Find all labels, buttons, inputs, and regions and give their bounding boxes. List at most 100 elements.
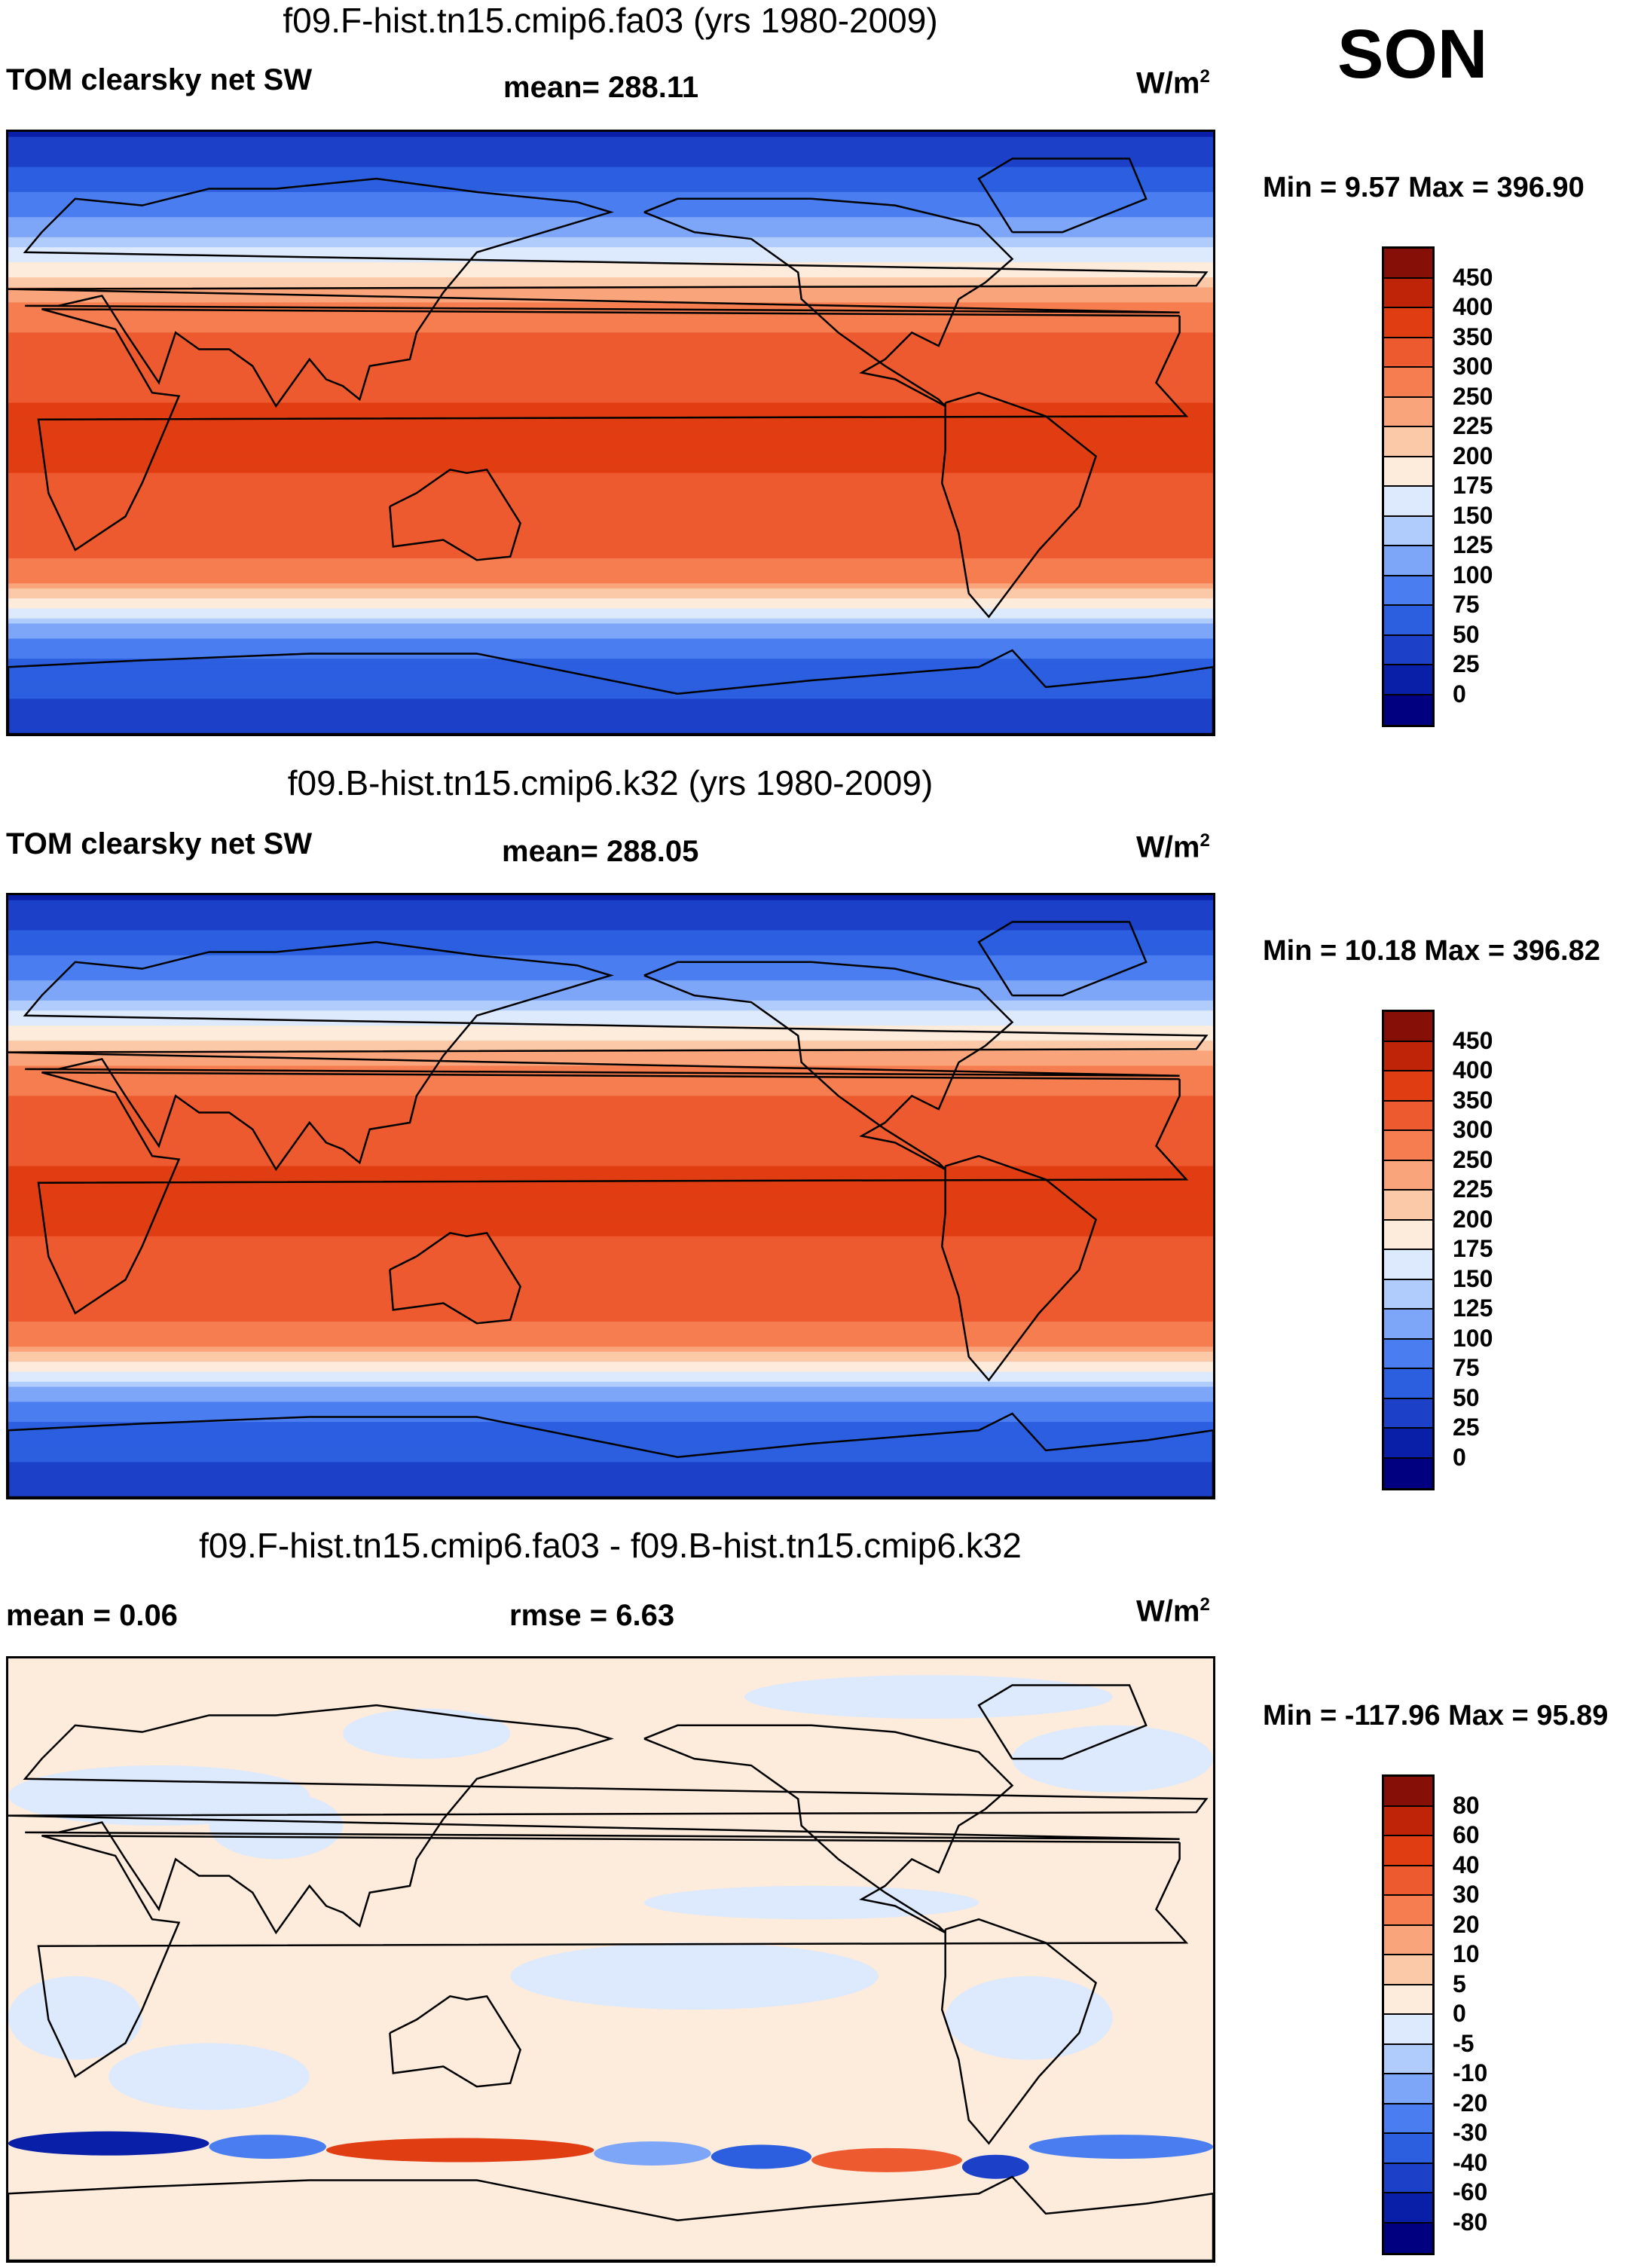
panel-2-variable: TOM clearsky net SW (6, 827, 313, 860)
field-band (8, 1206, 1213, 1212)
field-band (8, 1126, 1213, 1132)
field-band (8, 714, 1213, 720)
colorbar-tick-label: 30 (1453, 1881, 1480, 1908)
field-band (8, 708, 1213, 715)
field-band (8, 417, 1213, 424)
field-band (8, 628, 1213, 634)
field-band (8, 548, 1213, 555)
field-band (8, 518, 1213, 524)
field-band (8, 1015, 1213, 1022)
coastline (940, 1154, 1098, 1382)
field-band (8, 1261, 1213, 1267)
field-band (8, 538, 1213, 544)
colorbar-tick-label: 40 (1453, 1851, 1480, 1878)
colorbar-tick-label: 20 (1453, 1910, 1480, 1938)
colorbar-swatch (1384, 249, 1432, 279)
colorbar-swatch (1384, 2104, 1432, 2134)
field-band (8, 543, 1213, 549)
field-band (8, 227, 1213, 234)
field-band (8, 347, 1213, 353)
colorbar-swatch (1384, 1985, 1432, 2015)
field-band (8, 1056, 1213, 1062)
panel-2-title: f09.B-hist.tn15.cmip6.k32 (yrs 1980-2009… (287, 763, 934, 802)
colorbar-tick-label: -60 (1453, 2178, 1488, 2205)
panel-1-mean: mean= 288.11 (503, 71, 699, 104)
coastline (977, 1684, 1148, 1760)
colorbar-swatch (1384, 1160, 1432, 1191)
panel-3-title: f09.F-hist.tn15.cmip6.fa03 - f09.B-hist.… (199, 1526, 1022, 1565)
field-band (8, 176, 1213, 183)
colorbar-tick-label: 100 (1453, 561, 1493, 588)
field-band (8, 588, 1213, 595)
anomaly-band (711, 2144, 811, 2169)
colorbar-tick-label: -80 (1453, 2208, 1488, 2236)
field-band (8, 478, 1213, 484)
panel-2-colorbar (1382, 1010, 1435, 1490)
field-band (8, 287, 1213, 294)
field-band (8, 955, 1213, 961)
field-band (8, 232, 1213, 238)
field-band (8, 1477, 1213, 1484)
field-band (8, 146, 1213, 153)
field-band (8, 247, 1213, 253)
panel-2-mean: mean= 288.05 (502, 835, 699, 868)
colorbar-tick-label: 300 (1453, 1116, 1493, 1143)
colorbar-swatch (1384, 308, 1432, 338)
anomaly-patch (209, 1792, 344, 1860)
colorbar-swatch (1384, 1041, 1432, 1071)
colorbar-swatch (1384, 1458, 1432, 1488)
field-band (8, 1226, 1213, 1233)
field-band (8, 1166, 1213, 1172)
field-band (8, 698, 1213, 705)
anomaly-band (8, 2131, 209, 2156)
colorbar-tick-label: 200 (1453, 1205, 1493, 1233)
colorbar-swatch (1384, 1398, 1432, 1429)
field-band (8, 508, 1213, 515)
colorbar-tick-label: 80 (1453, 1791, 1480, 1819)
field-band (8, 683, 1213, 690)
field-band (8, 608, 1213, 615)
field-band (8, 1306, 1213, 1313)
field-band (8, 1311, 1213, 1318)
coastline (389, 1994, 521, 2088)
colorbar-tick-label: 450 (1453, 263, 1493, 291)
field-band (8, 909, 1213, 916)
colorbar-swatch (1384, 368, 1432, 398)
field-band (8, 1341, 1213, 1348)
colorbar-swatch (1384, 635, 1432, 665)
colorbar-tick-label: 225 (1453, 412, 1493, 439)
colorbar-tick-label: 150 (1453, 1264, 1493, 1292)
field-band (8, 503, 1213, 509)
field-band (8, 182, 1213, 188)
anomaly-band (811, 2147, 962, 2172)
coastline (37, 1835, 1189, 2078)
field-band (8, 970, 1213, 977)
field-band (8, 1156, 1213, 1162)
colorbar-swatch (1384, 1012, 1432, 1042)
field-band (8, 1025, 1213, 1032)
anomaly-patch (643, 1885, 979, 1920)
field-band (8, 1100, 1213, 1107)
field-band (8, 1041, 1213, 1047)
field-band (8, 282, 1213, 289)
field-band (8, 1371, 1213, 1378)
panel-2-map-field (8, 895, 1213, 1497)
field-band (8, 1175, 1213, 1182)
field-band (8, 689, 1213, 695)
panel-3-minmax: Min = -117.96 Max = 95.89 (1263, 1700, 1609, 1732)
field-band (8, 463, 1213, 469)
colorbar-swatch (1384, 1220, 1432, 1250)
field-band (8, 905, 1213, 911)
colorbar-tick-label: 250 (1453, 1145, 1493, 1173)
field-band (8, 1286, 1213, 1293)
colorbar-swatch (1384, 1955, 1432, 1985)
panel-3-rmse: rmse = 6.63 (509, 1599, 675, 1632)
colorbar-tick-label: 225 (1453, 1175, 1493, 1203)
colorbar-swatch (1384, 1866, 1432, 1896)
field-band (8, 1075, 1213, 1082)
coastline (643, 197, 1014, 408)
colorbar-tick-label: -40 (1453, 2148, 1488, 2176)
field-band (8, 352, 1213, 359)
field-band (8, 613, 1213, 619)
field-band (8, 573, 1213, 579)
